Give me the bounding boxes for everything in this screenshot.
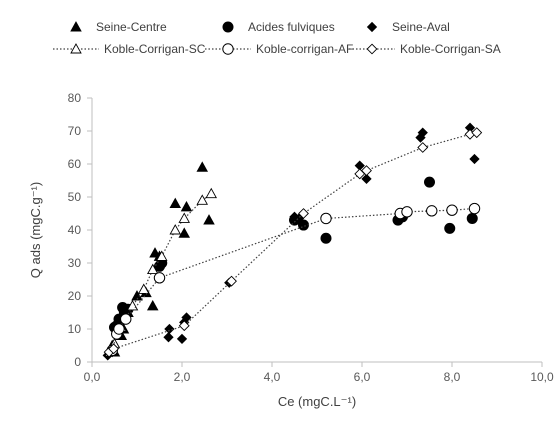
data-point <box>108 343 120 355</box>
data-point <box>417 127 428 138</box>
data-point <box>466 212 478 224</box>
data-point <box>178 212 191 223</box>
legend-label: Seine-Aval <box>392 20 450 34</box>
data-point <box>146 299 159 311</box>
legend-label: Seine-Centre <box>96 20 167 34</box>
legend-marker <box>366 43 378 55</box>
legend-label: Koble-Corrigan-SA <box>400 42 501 56</box>
data-point <box>444 222 456 234</box>
data-point <box>169 224 182 235</box>
data-point <box>113 323 125 335</box>
data-point <box>298 208 309 219</box>
legend-item: Seine-Centre <box>70 20 167 34</box>
y-tick-label: 30 <box>68 256 82 270</box>
data-point <box>176 333 188 345</box>
y-tick-label: 0 <box>74 355 81 369</box>
data-point <box>361 165 372 177</box>
legend-marker <box>222 43 234 55</box>
x-tick-label: 0,0 <box>84 370 101 384</box>
y-tick-label: 20 <box>68 289 82 303</box>
data-point <box>320 232 332 244</box>
legend-item: Seine-Aval <box>366 20 450 34</box>
legend-marker <box>70 43 82 54</box>
data-point <box>120 313 132 325</box>
legend-marker <box>366 21 378 33</box>
data-point <box>146 263 159 275</box>
data-point <box>401 206 413 218</box>
series-line <box>108 132 477 353</box>
data-point <box>181 312 192 323</box>
data-point <box>180 200 193 212</box>
x-axis-title: Ce (mgC.L⁻¹) <box>278 394 356 409</box>
legend-marker <box>70 21 82 32</box>
x-tick-label: 8,0 <box>444 370 461 384</box>
data-point <box>424 176 435 188</box>
series-2 <box>102 122 480 361</box>
series-5 <box>103 127 483 358</box>
data-point <box>205 187 218 199</box>
data-point <box>196 161 209 172</box>
data-point <box>178 227 191 238</box>
x-tick-label: 10,0 <box>530 370 554 384</box>
axes: 0,0 2,0 4,0 6,0 8,0 10,0 0 10 20 30 40 50 60 70 80 <box>68 91 554 384</box>
x-tick-label: 2,0 <box>174 370 191 384</box>
y-tick-label: 70 <box>68 124 82 138</box>
legend-label: Koble-corrigan-AF <box>256 42 353 56</box>
legend-item: Koble-Corrigan-SC <box>53 42 206 56</box>
y-tick-label: 50 <box>68 190 82 204</box>
series-4 <box>106 202 481 357</box>
data-point <box>417 142 429 153</box>
data-point <box>153 272 166 284</box>
data-point <box>361 173 372 184</box>
legend-label: Acides fulviques <box>248 20 335 34</box>
legend-marker <box>222 21 234 33</box>
data-point <box>446 204 458 216</box>
data-point <box>169 197 182 209</box>
legend-item: Acides fulviques <box>222 20 335 34</box>
data-point <box>137 283 150 294</box>
data-point <box>164 323 175 335</box>
data-point <box>471 127 483 139</box>
series-1 <box>109 176 478 333</box>
y-tick-label: 60 <box>68 157 82 171</box>
data-point <box>469 153 480 165</box>
data-point <box>426 205 438 217</box>
legend-item: Koble-Corrigan-SA <box>349 42 501 56</box>
y-tick-label: 10 <box>68 322 82 336</box>
x-tick-label: 6,0 <box>354 370 371 384</box>
data-point <box>203 214 215 225</box>
x-tick-label: 4,0 <box>264 370 281 384</box>
data-point <box>196 194 209 205</box>
y-tick-label: 80 <box>68 91 82 105</box>
series-layer <box>102 122 483 361</box>
y-tick-label: 40 <box>68 223 82 237</box>
legend-label: Koble-Corrigan-SC <box>104 42 206 56</box>
data-point <box>320 212 332 225</box>
data-point <box>226 275 237 287</box>
y-axis-title: Q ads (mgC.g⁻¹) <box>28 182 43 278</box>
data-point <box>178 320 190 332</box>
legend-item: Koble-corrigan-AF <box>205 42 353 56</box>
data-point <box>468 202 481 215</box>
legend: Seine-Centre Acides fulviques Seine-Aval Ko… <box>53 20 501 56</box>
data-point <box>163 332 174 343</box>
data-point <box>155 250 168 261</box>
